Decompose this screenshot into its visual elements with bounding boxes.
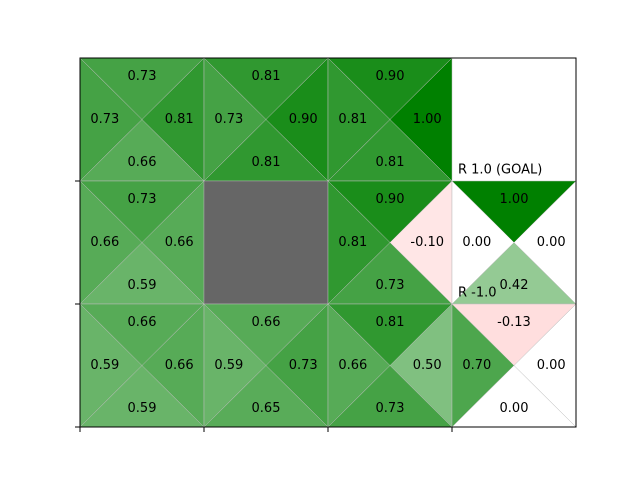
wall	[203, 180, 329, 305]
q-left-label: 0.66	[90, 235, 119, 250]
q-up-label: 1.00	[500, 192, 529, 207]
q-up-label: 0.66	[252, 315, 281, 330]
q-down-label: 0.42	[500, 278, 529, 293]
q-up-label: 0.81	[252, 69, 281, 84]
q-down-label: 0.00	[500, 401, 529, 416]
q-down-label: 0.81	[252, 155, 281, 170]
reward-label: R 1.0 (GOAL)	[458, 163, 542, 178]
q-right-label: 1.00	[413, 112, 442, 127]
q-down-label: 0.65	[252, 401, 281, 416]
q-down-label: 0.73	[376, 401, 405, 416]
q-left-label: 0.73	[214, 112, 243, 127]
q-left-label: 0.00	[462, 235, 491, 250]
reward-label: R -1.0	[458, 286, 497, 301]
grid: 0.73 0.73 0.81 0.66 0.81 0.73 0.90 0.81 0.90 0.81…	[79, 57, 577, 428]
q-left-label: 0.59	[214, 358, 243, 373]
q-down-label: 0.66	[128, 155, 157, 170]
q-right-label: 0.90	[289, 112, 318, 127]
q-right-label: -0.10	[410, 235, 444, 250]
ticks	[75, 180, 453, 432]
q-right-label: 0.66	[165, 358, 194, 373]
q-right-label: 0.81	[165, 112, 194, 127]
q-up-label: 0.73	[128, 69, 157, 84]
q-left-label: 0.59	[90, 358, 119, 373]
q-right-label: 0.00	[537, 358, 566, 373]
q-up-label: 0.90	[376, 69, 405, 84]
q-up-label: 0.66	[128, 315, 157, 330]
q-up-label: 0.90	[376, 192, 405, 207]
q-right-label: 0.73	[289, 358, 318, 373]
q-up-label: 0.73	[128, 192, 157, 207]
q-left-label: 0.81	[338, 112, 367, 127]
q-left-label: 0.70	[462, 358, 491, 373]
q-down-label: 0.81	[376, 155, 405, 170]
q-down-label: 0.73	[376, 278, 405, 293]
q-up-label: -0.13	[497, 315, 531, 330]
q-right-label: 0.00	[537, 235, 566, 250]
q-down-label: 0.59	[128, 278, 157, 293]
q-up-label: 0.81	[376, 315, 405, 330]
q-left-label: 0.73	[90, 112, 119, 127]
q-left-label: 0.66	[338, 358, 367, 373]
q-left-label: 0.81	[338, 235, 367, 250]
q-right-label: 0.50	[413, 358, 442, 373]
q-right-label: 0.66	[165, 235, 194, 250]
q-down-label: 0.59	[128, 401, 157, 416]
